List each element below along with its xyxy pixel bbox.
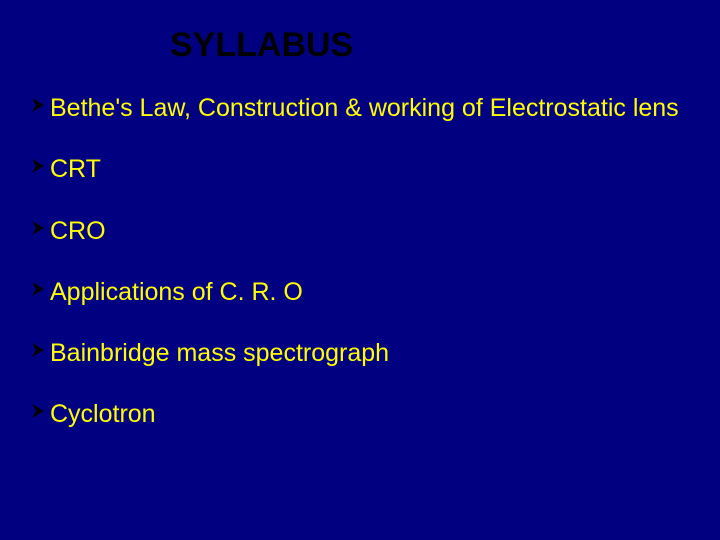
bullet-text: CRO xyxy=(50,216,690,247)
bullet-text: Applications of C. R. O xyxy=(50,277,690,308)
list-item: CRO xyxy=(30,216,690,247)
arrow-bullet-icon xyxy=(30,157,48,181)
bullet-list: Bethe's Law, Construction & working of E… xyxy=(30,93,690,431)
bullet-text: Bainbridge mass spectrograph xyxy=(50,338,690,369)
arrow-bullet-icon xyxy=(30,402,48,426)
slide-title: SYLLABUS xyxy=(170,26,690,65)
slide: SYLLABUS Bethe's Law, Construction & wor… xyxy=(0,0,720,540)
list-item: Cyclotron xyxy=(30,399,690,430)
list-item: Applications of C. R. O xyxy=(30,277,690,308)
arrow-bullet-icon xyxy=(30,219,48,243)
arrow-bullet-icon xyxy=(30,96,48,120)
arrow-bullet-icon xyxy=(30,280,48,304)
list-item: Bethe's Law, Construction & working of E… xyxy=(30,93,690,124)
bullet-text: Bethe's Law, Construction & working of E… xyxy=(50,93,690,124)
bullet-text: Cyclotron xyxy=(50,399,690,430)
arrow-bullet-icon xyxy=(30,341,48,365)
bullet-text: CRT xyxy=(50,154,690,185)
list-item: Bainbridge mass spectrograph xyxy=(30,338,690,369)
list-item: CRT xyxy=(30,154,690,185)
